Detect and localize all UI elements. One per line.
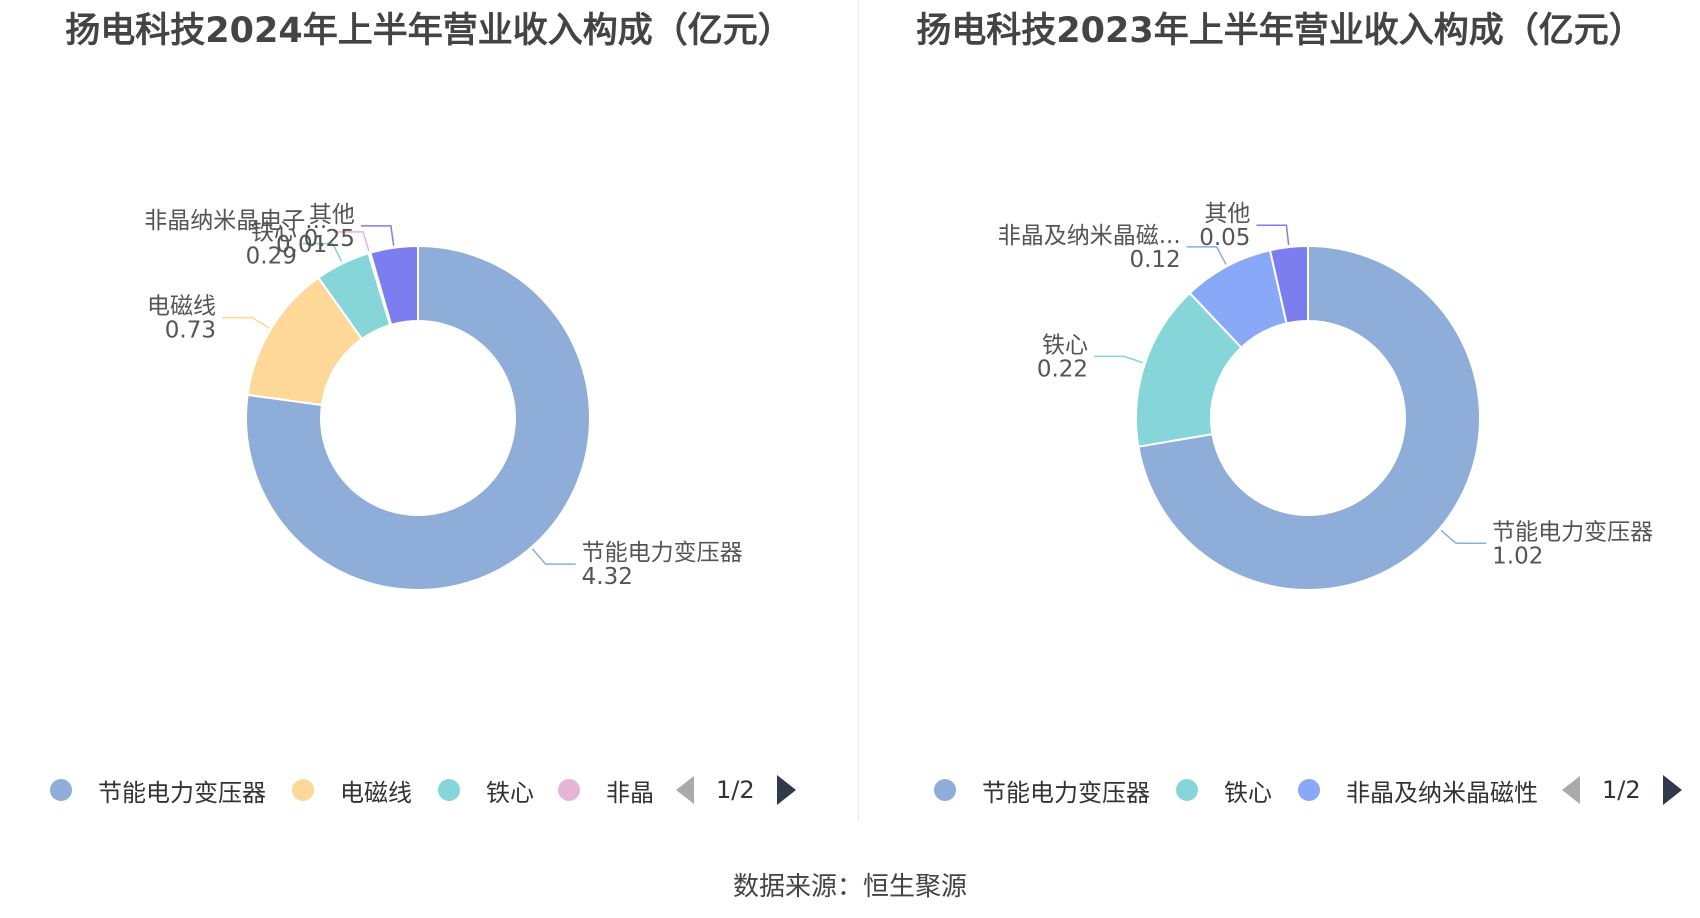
- slice-label-name-0: 节能电力变压器: [582, 540, 743, 566]
- leader-line-2: [302, 242, 343, 262]
- slice-label-value-1: 0.73: [165, 318, 216, 344]
- legend-item-magnet-wire[interactable]: 电磁线: [292, 770, 412, 810]
- leader-line-4: [360, 225, 395, 246]
- legend-label: 非晶及纳米晶磁性: [1346, 778, 1538, 807]
- legend-dot-icon: [292, 779, 314, 801]
- slice-label-value-0: 4.32: [582, 564, 633, 590]
- legend-item-iron-core[interactable]: 铁心: [438, 770, 534, 810]
- donut-slice-4[interactable]: [369, 244, 419, 327]
- leader-line-0: [531, 548, 576, 565]
- chart-title-2024: 扬电科技2024年上半年营业收入构成（亿元）: [65, 11, 793, 51]
- pager-next-icon[interactable]: [1662, 775, 1682, 805]
- legend-dot-icon: [558, 779, 580, 801]
- legend-item-amorphous[interactable]: 非晶: [558, 770, 654, 810]
- legend-dot-icon: [438, 779, 460, 801]
- pager-prev-icon[interactable]: [676, 776, 694, 804]
- slice-label-name-1: 电磁线: [147, 294, 216, 320]
- legend-2024: 节能电力变压器 电磁线 铁心 非晶 1/2: [0, 770, 858, 810]
- legend-label: 节能电力变压器: [98, 778, 266, 807]
- slice-label-value-2: 0.29: [246, 244, 297, 270]
- legend-label: 铁心: [486, 778, 534, 807]
- legend-label: 电磁线: [340, 778, 412, 807]
- slice-label-name-3: 其他: [1204, 201, 1250, 227]
- slice-label-value-1: 0.22: [1037, 356, 1088, 382]
- leader-line-2: [1186, 246, 1227, 265]
- leader-line-1: [1094, 355, 1144, 364]
- leader-line-0: [1440, 529, 1487, 545]
- leader-line-1: [222, 316, 270, 329]
- chart-panel-2023: 扬电科技2023年上半年营业收入构成（亿元） 节能电力变压器 1.02 铁心 0.22…: [860, 0, 1700, 820]
- legend-label: 铁心: [1224, 778, 1272, 807]
- donut-slice-0[interactable]: [1137, 244, 1481, 591]
- leader-line-3: [333, 231, 370, 252]
- data-source-label: 数据来源：恒生聚源: [732, 872, 967, 902]
- legend-dot-icon: [50, 779, 72, 801]
- pager-next-icon[interactable]: [776, 775, 796, 805]
- slice-label-value-4: 0.25: [304, 226, 355, 252]
- slice-label-name-3: 非晶纳米晶电子...: [144, 208, 327, 234]
- slice-label-name-2: 非晶及纳米晶磁...: [998, 223, 1181, 249]
- slice-label-value-0: 1.02: [1492, 543, 1543, 569]
- leader-line-3: [1256, 224, 1290, 246]
- legend-pager-2023: 1/2: [1562, 770, 1682, 810]
- slice-label-value-3: 0.05: [1199, 225, 1250, 251]
- legend-item-transformer[interactable]: 节能电力变压器: [934, 770, 1150, 810]
- pager-prev-icon[interactable]: [1562, 776, 1580, 804]
- pager-text: 1/2: [716, 776, 755, 804]
- donut-slice-3[interactable]: [1268, 244, 1309, 325]
- slice-label-name-2: 铁心: [251, 220, 297, 246]
- slice-label-name-4: 其他: [309, 202, 355, 228]
- chart-title-2023: 扬电科技2023年上半年营业收入构成（亿元）: [916, 11, 1644, 51]
- slice-label-value-3: 0.01: [276, 232, 327, 258]
- slice-label-name-0: 节能电力变压器: [1492, 519, 1653, 545]
- slice-label-value-2: 0.12: [1129, 247, 1180, 273]
- chart-panel-2024: 扬电科技2024年上半年营业收入构成（亿元） 节能电力变压器 4.32 电磁线 0.7…: [0, 0, 858, 820]
- legend-pager-2024: 1/2: [676, 770, 796, 810]
- slice-label-name-1: 铁心: [1042, 332, 1088, 358]
- legend-label: 非晶: [606, 778, 654, 807]
- panel-divider: [858, 0, 859, 820]
- legend-dot-icon: [1176, 779, 1198, 801]
- legend-dot-icon: [934, 779, 956, 801]
- legend-2023: 节能电力变压器 铁心 非晶及纳米晶磁性 1/2: [860, 770, 1700, 810]
- donut-slice-0[interactable]: [245, 244, 591, 591]
- legend-label: 节能电力变压器: [982, 778, 1150, 807]
- legend-item-iron-core[interactable]: 铁心: [1176, 770, 1272, 810]
- legend-item-transformer[interactable]: 节能电力变压器: [50, 770, 266, 810]
- legend-item-amorphous-nano[interactable]: 非晶及纳米晶磁性: [1298, 770, 1538, 810]
- pager-text: 1/2: [1602, 776, 1641, 804]
- legend-dot-icon: [1298, 779, 1320, 801]
